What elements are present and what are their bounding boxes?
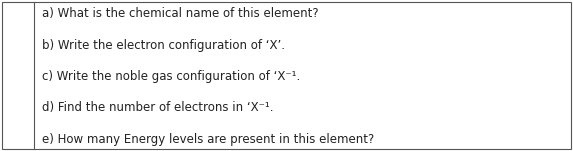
Text: e) How many Energy levels are present in this element?: e) How many Energy levels are present in… [42, 132, 374, 146]
Text: c) Write the noble gas configuration of ‘X⁻¹.: c) Write the noble gas configuration of … [42, 70, 300, 83]
Text: b) Write the electron configuration of ‘X’.: b) Write the electron configuration of ‘… [42, 39, 285, 52]
Text: a) What is the chemical name of this element?: a) What is the chemical name of this ele… [42, 8, 319, 21]
Text: d) Find the number of electrons in ‘X⁻¹.: d) Find the number of electrons in ‘X⁻¹. [42, 101, 273, 114]
